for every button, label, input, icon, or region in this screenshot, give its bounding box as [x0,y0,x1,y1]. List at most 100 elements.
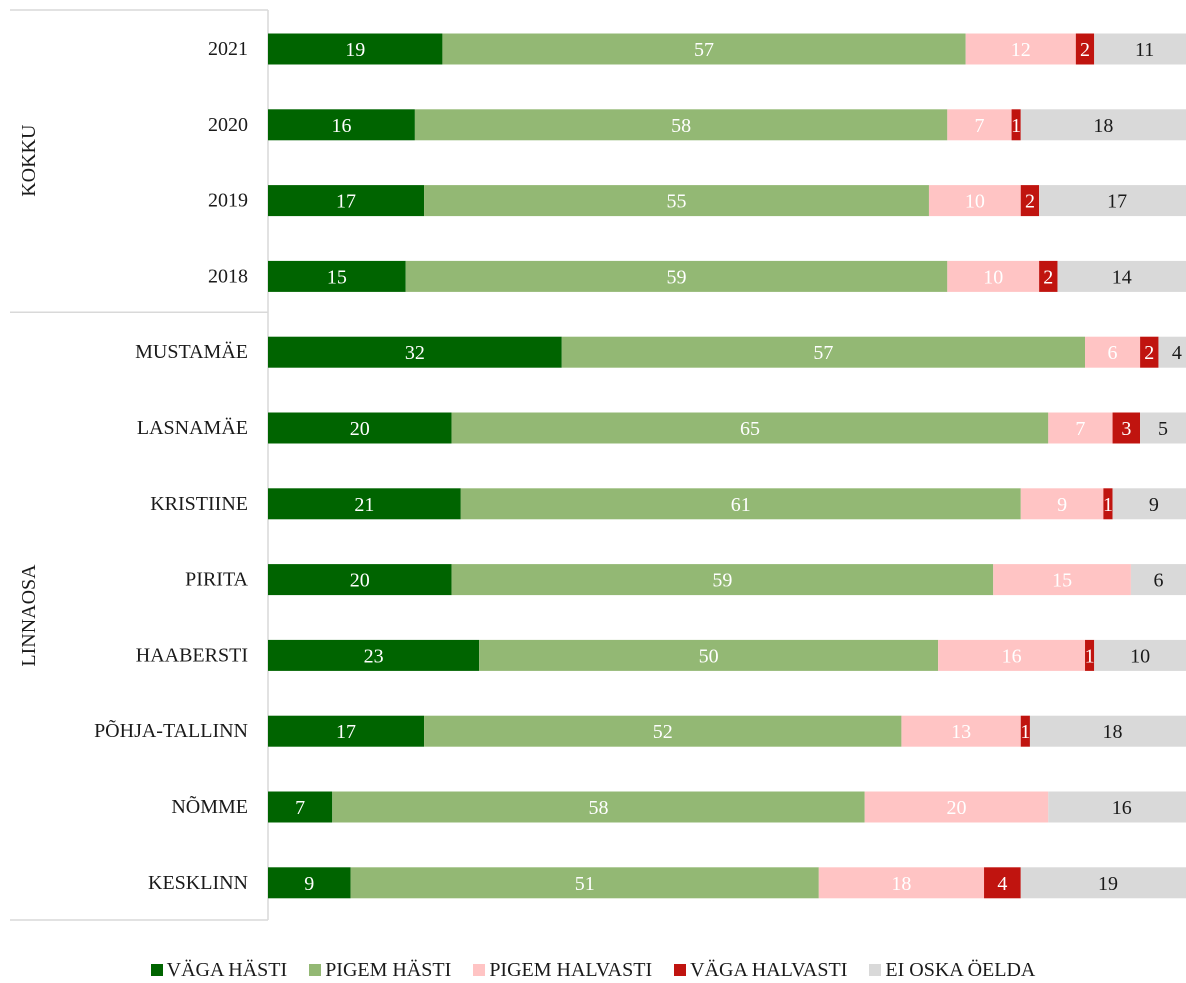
data-label: 16 [1112,797,1132,819]
data-label: 1 [1103,494,1113,516]
data-label: 2 [1025,191,1035,213]
bar-segment [268,336,562,368]
bar-segment [965,33,1076,65]
bar-segment [1085,639,1095,671]
bar-segment [947,109,1012,141]
bar-segment [818,867,985,899]
bar-segment [1020,109,1186,141]
legend-item: VÄGA HALVASTI [674,959,847,982]
category-label: KESKLINN [148,872,248,894]
bar-segment [268,33,443,65]
data-label: 1 [1011,115,1021,137]
bar-segment [268,791,333,823]
data-label: 9 [1057,494,1067,516]
category-label: NÕMME [171,794,248,818]
data-label: 57 [813,342,833,364]
bar-segment [993,564,1131,596]
bar-segment [1103,488,1113,520]
bar-segment [268,715,425,747]
legend-swatch [309,964,322,976]
data-label: 13 [951,721,971,743]
data-label: 20 [350,418,370,440]
data-label: 65 [740,418,760,440]
bar-segment [350,867,819,899]
data-label: 10 [983,266,1003,288]
data-label: 5 [1158,418,1168,440]
data-label: 7 [974,115,984,137]
data-label: 17 [336,191,356,213]
data-label: 9 [304,873,314,895]
data-label: 18 [891,873,911,895]
legend-label: VÄGA HALVASTI [690,958,848,981]
bar-segment [1020,715,1030,747]
bar-segment [268,260,406,292]
data-label: 16 [331,115,351,137]
bar-segment [1048,412,1113,444]
data-label: 58 [671,115,691,137]
bar-segment [947,260,1040,292]
bar-segment [1020,185,1040,217]
data-label: 9 [1149,494,1159,516]
bar-segment [424,715,902,747]
data-label: 32 [405,342,425,364]
bar-segment [901,715,1021,747]
bar-segment [414,109,948,141]
legend-item: PIGEM HALVASTI [473,959,652,982]
bar-segment [864,791,1049,823]
bar-segment [1011,109,1021,141]
bar-segment [938,639,1086,671]
bar-segment [1112,412,1141,444]
bar-segment [1039,260,1058,292]
bar-segment [1158,336,1186,368]
data-label: 3 [1121,418,1131,440]
legend-swatch [869,964,882,976]
bar-segment [451,564,994,596]
data-label: 2 [1144,342,1154,364]
data-label: 10 [965,191,985,213]
data-label: 19 [1098,873,1118,895]
legend-swatch [150,964,163,976]
legend-label: PIGEM HALVASTI [489,958,653,981]
data-label: 15 [1052,570,1072,592]
category-label: 2019 [208,190,248,212]
data-label: 4 [997,873,1007,895]
bar-segment [1140,336,1159,368]
bar-segment [1020,867,1186,899]
legend-label: EI OSKA ÖELDA [885,958,1036,981]
data-label: 16 [1002,645,1022,667]
bar-segment [1130,564,1186,596]
data-label: 2 [1043,266,1053,288]
bar-segment [1048,791,1186,823]
bar-segment [928,185,1021,217]
bar-segment [1085,336,1141,368]
data-label: 4 [1172,342,1182,364]
data-label: 52 [653,721,673,743]
bar-segment [1057,260,1186,292]
category-label: HAABERSTI [136,644,248,666]
bar-segment [1094,33,1186,65]
legend-item: VÄGA HÄSTI [150,958,288,982]
category-label: 2021 [208,38,248,60]
bar-segment [984,867,1021,899]
data-label: 12 [1011,39,1031,61]
group-label: KOKKU [18,124,40,197]
data-label: 18 [1103,721,1123,743]
legend-item: PIGEM HÄSTI [309,959,451,982]
data-label: 17 [336,721,356,743]
data-label: 58 [588,797,608,819]
data-label: 7 [1075,418,1085,440]
data-label: 2 [1080,39,1090,61]
bar-segment [1029,715,1186,747]
legend: VÄGA HÄSTI PIGEM HÄSTI PIGEM HALVASTI VÄGA … [0,958,1186,982]
bar-segment [268,639,480,671]
bar-segment [268,867,351,899]
bar-segment [479,639,939,671]
data-label: 59 [712,570,732,592]
bar-segment [268,109,415,141]
bar-segment [1020,488,1104,520]
bar-segment [460,488,1021,520]
category-label: 2018 [208,265,248,287]
data-label: 11 [1135,39,1154,61]
legend-label: VÄGA HÄSTI [166,958,288,981]
